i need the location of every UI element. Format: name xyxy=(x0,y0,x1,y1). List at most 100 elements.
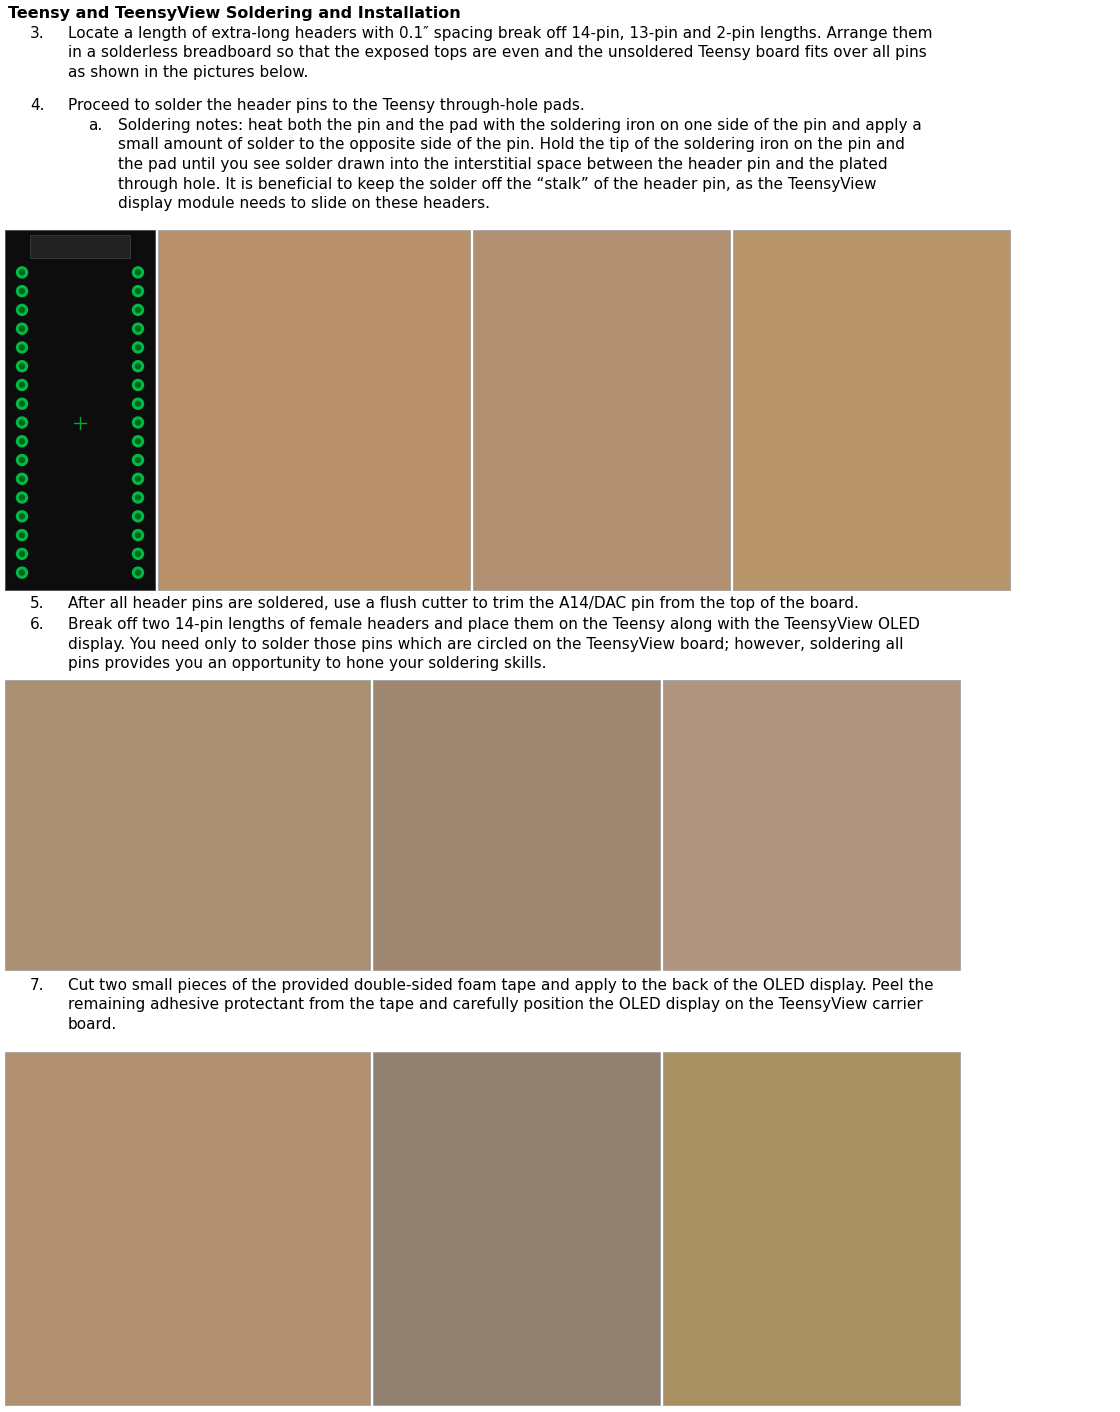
Circle shape xyxy=(136,401,140,407)
Circle shape xyxy=(19,326,25,332)
Text: a.: a. xyxy=(88,119,102,133)
Circle shape xyxy=(19,496,25,500)
Circle shape xyxy=(136,496,140,500)
Circle shape xyxy=(132,305,143,315)
Circle shape xyxy=(17,568,28,578)
Text: in a solderless breadboard so that the exposed tops are even and the unsoldered : in a solderless breadboard so that the e… xyxy=(68,45,926,61)
Circle shape xyxy=(19,419,25,425)
Circle shape xyxy=(17,530,28,541)
Circle shape xyxy=(136,308,140,312)
Bar xyxy=(663,1052,960,1405)
Text: After all header pins are soldered, use a flush cutter to trim the A14/DAC pin f: After all header pins are soldered, use … xyxy=(68,596,859,611)
Text: Teensy and TeensyView Soldering and Installation: Teensy and TeensyView Soldering and Inst… xyxy=(8,6,460,21)
Circle shape xyxy=(17,342,28,353)
Circle shape xyxy=(136,570,140,575)
Circle shape xyxy=(17,267,28,278)
Text: small amount of solder to the opposite side of the pin. Hold the tip of the sold: small amount of solder to the opposite s… xyxy=(118,137,905,152)
Circle shape xyxy=(132,417,143,428)
Text: Cut two small pieces of the provided double-sided foam tape and apply to the bac: Cut two small pieces of the provided dou… xyxy=(68,979,934,993)
Circle shape xyxy=(19,551,25,556)
Circle shape xyxy=(136,326,140,332)
Text: 3.: 3. xyxy=(30,25,45,41)
Circle shape xyxy=(132,511,143,522)
Circle shape xyxy=(19,532,25,538)
Circle shape xyxy=(132,380,143,391)
Circle shape xyxy=(132,267,143,278)
Text: as shown in the pictures below.: as shown in the pictures below. xyxy=(68,65,308,80)
Circle shape xyxy=(136,345,140,350)
Bar xyxy=(4,230,155,590)
Circle shape xyxy=(136,439,140,443)
Text: Soldering notes: heat both the pin and the pad with the soldering iron on one si: Soldering notes: heat both the pin and t… xyxy=(118,119,922,133)
Circle shape xyxy=(136,383,140,387)
Circle shape xyxy=(136,476,140,481)
Circle shape xyxy=(136,514,140,518)
Circle shape xyxy=(17,323,28,335)
Circle shape xyxy=(17,398,28,409)
Circle shape xyxy=(19,476,25,481)
Circle shape xyxy=(136,419,140,425)
Text: pins provides you an opportunity to hone your soldering skills.: pins provides you an opportunity to hone… xyxy=(68,657,547,671)
Text: the pad until you see solder drawn into the interstitial space between the heade: the pad until you see solder drawn into … xyxy=(118,157,888,172)
Circle shape xyxy=(19,514,25,518)
Circle shape xyxy=(17,511,28,522)
Bar xyxy=(158,230,470,590)
Circle shape xyxy=(132,455,143,466)
Bar xyxy=(30,234,130,258)
Text: Locate a length of extra-long headers with 0.1″ spacing break off 14-pin, 13-pin: Locate a length of extra-long headers wi… xyxy=(68,25,933,41)
Circle shape xyxy=(136,364,140,369)
Circle shape xyxy=(132,491,143,503)
Circle shape xyxy=(17,417,28,428)
Text: 7.: 7. xyxy=(30,979,45,993)
Text: remaining adhesive protectant from the tape and carefully position the OLED disp: remaining adhesive protectant from the t… xyxy=(68,997,923,1012)
Text: through hole. It is beneficial to keep the solder off the “stalk” of the header : through hole. It is beneficial to keep t… xyxy=(118,176,877,192)
Text: Break off two 14-pin lengths of female headers and place them on the Teensy alon: Break off two 14-pin lengths of female h… xyxy=(68,617,920,633)
Bar xyxy=(663,681,960,970)
Circle shape xyxy=(132,568,143,578)
Bar xyxy=(373,681,660,970)
Text: 6.: 6. xyxy=(30,617,45,633)
Circle shape xyxy=(136,532,140,538)
Circle shape xyxy=(17,473,28,484)
Bar xyxy=(373,1052,660,1405)
Bar xyxy=(4,681,370,970)
Text: 5.: 5. xyxy=(30,596,45,611)
Circle shape xyxy=(17,436,28,446)
Circle shape xyxy=(19,457,25,463)
Circle shape xyxy=(17,305,28,315)
Circle shape xyxy=(132,398,143,409)
Bar xyxy=(473,230,730,590)
Circle shape xyxy=(19,288,25,294)
Circle shape xyxy=(136,551,140,556)
Text: display. You need only to solder those pins which are circled on the TeensyView : display. You need only to solder those p… xyxy=(68,637,904,651)
Text: 4.: 4. xyxy=(30,97,45,113)
Circle shape xyxy=(19,364,25,369)
Circle shape xyxy=(132,530,143,541)
Circle shape xyxy=(19,308,25,312)
Circle shape xyxy=(132,473,143,484)
Circle shape xyxy=(19,345,25,350)
Circle shape xyxy=(132,548,143,559)
Circle shape xyxy=(136,457,140,463)
Circle shape xyxy=(19,439,25,443)
Circle shape xyxy=(19,570,25,575)
Text: Proceed to solder the header pins to the Teensy through-hole pads.: Proceed to solder the header pins to the… xyxy=(68,97,585,113)
Circle shape xyxy=(17,455,28,466)
Circle shape xyxy=(132,285,143,297)
Circle shape xyxy=(132,360,143,371)
Circle shape xyxy=(19,383,25,387)
Circle shape xyxy=(19,270,25,275)
Circle shape xyxy=(17,491,28,503)
Text: board.: board. xyxy=(68,1017,118,1032)
Circle shape xyxy=(17,548,28,559)
Circle shape xyxy=(19,401,25,407)
Circle shape xyxy=(136,288,140,294)
Circle shape xyxy=(132,436,143,446)
Circle shape xyxy=(17,285,28,297)
Circle shape xyxy=(17,380,28,391)
Bar xyxy=(4,1052,370,1405)
Circle shape xyxy=(132,342,143,353)
Circle shape xyxy=(132,323,143,335)
Circle shape xyxy=(136,270,140,275)
Bar xyxy=(732,230,1010,590)
